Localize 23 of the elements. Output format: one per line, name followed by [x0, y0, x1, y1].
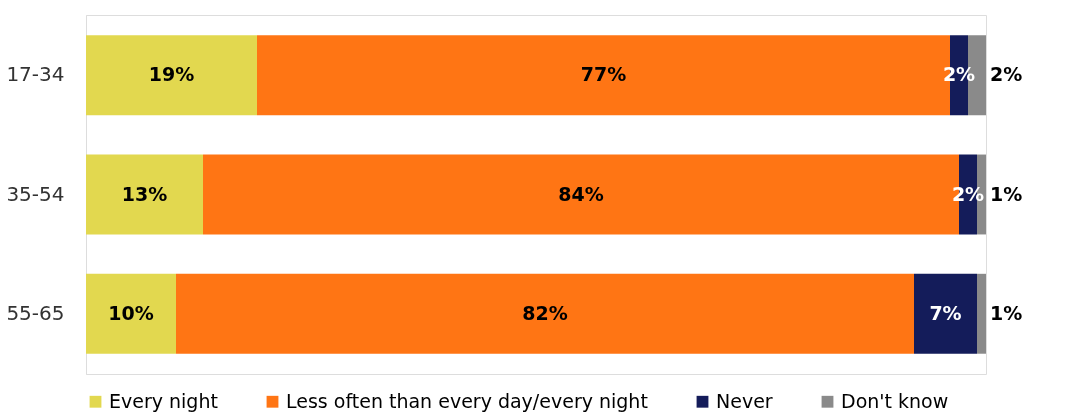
data-label: 1% [990, 182, 1023, 205]
data-label: 13% [121, 182, 168, 205]
data-label: 82% [522, 301, 568, 324]
bar [86, 273, 176, 354]
data-label: 84% [558, 182, 604, 205]
data-label: 77% [580, 63, 627, 86]
bar [977, 273, 986, 354]
data-label: 10% [108, 301, 154, 324]
data-label: 2% [990, 63, 1023, 86]
data-label: 1% [990, 301, 1023, 324]
bar [914, 273, 977, 354]
legend-label: Don't know [841, 389, 949, 412]
data-label: 19% [148, 63, 195, 86]
bar [86, 154, 203, 235]
y-tick-label: 17-34 [6, 62, 65, 87]
data-label: 7% [929, 301, 962, 324]
bar [86, 35, 257, 116]
y-tick-label: 35-54 [6, 181, 65, 206]
legend-label: Every night [109, 389, 218, 412]
bar [176, 273, 914, 354]
legend-label: Never [716, 389, 773, 412]
legend-label: Less often than every day/every night [286, 389, 648, 412]
y-tick-label: 55-65 [6, 300, 65, 325]
